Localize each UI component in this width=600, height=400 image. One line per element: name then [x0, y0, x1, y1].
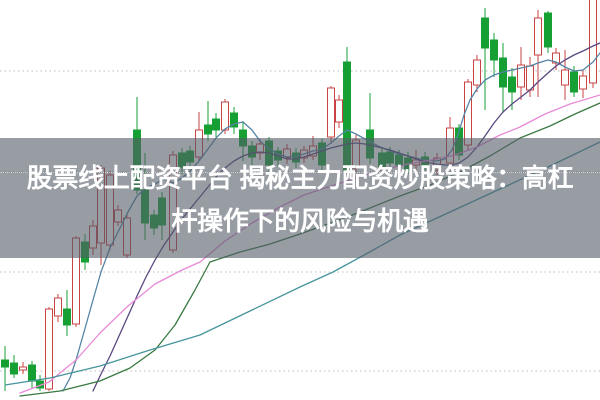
headline-line-1: 股票线上配资平台 揭秘主力配资炒股策略：高杠	[26, 163, 574, 193]
gridline-echo	[0, 172, 600, 173]
headline-line-2: 杆操作下的风险与机遇	[171, 206, 429, 236]
title-overlay-band: 股票线上配资平台 揭秘主力配资炒股策略：高杠 杆操作下的风险与机遇	[0, 138, 600, 258]
